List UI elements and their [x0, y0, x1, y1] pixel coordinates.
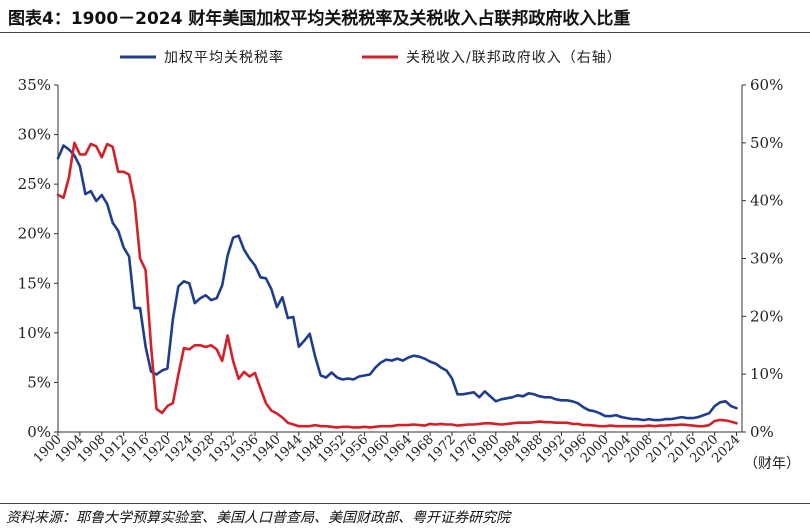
y-left-tick-label: 25% — [18, 175, 51, 193]
y-left-tick-label: 15% — [18, 274, 51, 292]
source-divider — [0, 503, 810, 504]
y-left-tick-label: 35% — [18, 76, 51, 94]
chart-legend: 加权平均关税税率 关税收入/联邦政府收入（右轴） — [120, 49, 622, 66]
series-line-tariff-revenue-share — [56, 141, 738, 429]
y-left-tick-label: 0% — [27, 423, 51, 441]
legend-label-tariff-rate: 加权平均关税税率 — [164, 49, 284, 66]
line-chart: 加权平均关税税率 关税收入/联邦政府收入（右轴） 0% 5% 10% 15% 20% 25%… — [18, 49, 800, 472]
y-right-tick-label: 0% — [750, 423, 774, 441]
y-right-tick-label: 50% — [750, 134, 783, 152]
y-right-tick-label: 40% — [750, 192, 783, 210]
y-left-tick-label: 20% — [18, 225, 51, 243]
y-right-tick-label: 20% — [750, 307, 783, 325]
chart-axes: 0% 5% 10% 15% 20% 25% 30% 35% 0% 10% 20% 30% 40% 50% 6… — [18, 76, 800, 472]
y-right-tick-label: 60% — [750, 76, 783, 94]
source-note: 资料来源：耶鲁大学预算实验室、美国人口普查局、美国财政部、粤开证券研究院 — [6, 510, 510, 526]
legend-label-tariff-revenue-share: 关税收入/联邦政府收入（右轴） — [406, 50, 622, 66]
y-left-tick-label: 5% — [27, 373, 51, 391]
x-axis-title: （财年） — [744, 456, 800, 472]
title-divider — [0, 32, 810, 33]
y-right-tick-label: 30% — [750, 250, 783, 268]
y-left-tick-label: 30% — [18, 126, 51, 144]
y-left-tick-label: 10% — [18, 324, 51, 342]
chart-title: 图表4：1900－2024 财年美国加权平均关税税率及关税收入占联邦政府收入比重 — [8, 9, 631, 29]
y-right-tick-label: 10% — [750, 365, 783, 383]
series-line-tariff-rate — [56, 144, 738, 422]
chart-series — [56, 141, 738, 429]
